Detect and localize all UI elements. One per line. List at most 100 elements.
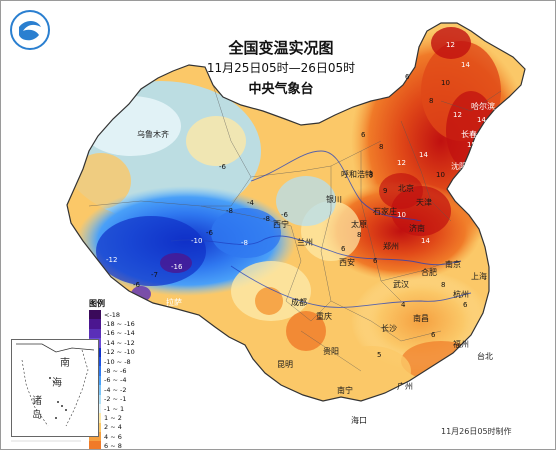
city-label-taipei: 台北 [477, 352, 493, 361]
rivers [170, 150, 472, 308]
legend-label: -8 ~ -6 [104, 367, 127, 376]
station-value: 6 [431, 331, 436, 339]
inset-map-icon [16, 343, 95, 427]
legend-swatch [89, 310, 101, 320]
city-label-chongqing: 重庆 [316, 312, 332, 321]
map-title: 全国变温实况图 [228, 39, 334, 57]
station-value: -6 [133, 281, 140, 289]
city-label-chengdu: 成都 [291, 298, 307, 307]
china-border [66, 22, 526, 402]
station-value: 8 [357, 231, 362, 239]
inset-label-hai: 海 [52, 378, 62, 389]
station-value: 8 [379, 143, 384, 151]
legend-label: -10 ~ -8 [104, 357, 131, 366]
city-label-kunming: 昆明 [277, 360, 293, 369]
station-value: -10 [191, 237, 203, 245]
station-value: 12 [397, 159, 406, 167]
city-label-lanzhou: 兰州 [297, 238, 313, 247]
inset-label-nan: 南 [60, 358, 70, 369]
station-value: -6 [219, 163, 226, 171]
city-label-changsha: 长沙 [381, 324, 397, 333]
station-value: 14 [477, 116, 486, 124]
legend-label: 2 ~ 4 [104, 423, 122, 432]
station-value: 5 [377, 351, 382, 359]
city-label-zhengzhou: 郑州 [383, 242, 399, 251]
city-label-hefei: 合肥 [421, 268, 437, 277]
map-subtitle: 11月25日05时—26日05时 [206, 61, 356, 75]
city-label-yinchuan: 银川 [326, 195, 342, 204]
city-label-nanchang: 南昌 [413, 314, 429, 323]
city-label-hohhot: 呼和浩特 [341, 170, 373, 179]
city-label-haikou: 海口 [351, 416, 367, 425]
station-value: 10 [436, 171, 445, 179]
city-label-changchun: 长春 [461, 130, 477, 139]
legend-swatch [89, 328, 101, 339]
station-value: 6 [463, 301, 468, 309]
station-value: 6 [361, 131, 366, 139]
station-value: 6 [405, 73, 410, 81]
city-label-urumqi: 乌鲁木齐 [137, 130, 169, 139]
legend-title: 图例 [89, 299, 105, 308]
inset-label-zhu: 诸 [32, 396, 42, 407]
legend-label: -16 ~ -14 [104, 329, 135, 338]
legend-label: -14 ~ -12 [104, 338, 135, 347]
city-label-xining: 西宁 [273, 220, 289, 229]
legend-item: -18 ~ -16 [89, 319, 141, 329]
legend-swatch [89, 441, 101, 449]
station-value: 8 [429, 97, 434, 105]
city-label-hangzhou: 杭州 [453, 290, 469, 299]
station-value: 10 [397, 211, 406, 219]
station-value: 4 [401, 301, 406, 309]
station-value: -8 [241, 239, 248, 247]
station-value: -8 [226, 207, 233, 215]
legend-label: 1 ~ 2 [104, 413, 122, 422]
meteorological-logo-icon [10, 10, 50, 50]
station-value: 8 [441, 281, 446, 289]
city-label-beijing: 北京 [398, 184, 414, 193]
city-label-taiyuan: 太原 [351, 220, 367, 229]
station-value: 15 [467, 141, 476, 149]
province-boundaries [88, 84, 502, 372]
city-label-shijiazhuang: 石家庄 [373, 207, 397, 216]
station-value: 12 [453, 111, 462, 119]
station-value: 8 [369, 171, 374, 179]
station-value: -4 [247, 199, 254, 207]
legend-item: 6 ~ 8 [89, 441, 141, 450]
legend-label: -1 ~ 1 [104, 404, 125, 413]
city-label-guangzhou: 广州 [397, 382, 413, 391]
legend-item: <-18 [89, 310, 141, 320]
station-value: 14 [461, 61, 470, 69]
legend-swatch [89, 319, 101, 329]
legend-label: -6 ~ -4 [104, 376, 127, 385]
city-label-shanghai: 上海 [471, 272, 487, 281]
city-label-harbin: 哈尔滨 [471, 102, 495, 111]
legend-label: -4 ~ -2 [104, 385, 127, 394]
city-label-nanning: 南宁 [337, 386, 353, 395]
station-value: 9 [383, 187, 388, 195]
station-value: 6 [373, 257, 378, 265]
station-value: -16 [171, 263, 183, 271]
station-value: 14 [419, 151, 428, 159]
legend-label: 6 ~ 8 [104, 442, 122, 450]
legend-item: -16 ~ -14 [89, 328, 141, 339]
station-value: -6 [281, 211, 288, 219]
legend-label: -2 ~ -1 [104, 395, 127, 404]
legend-label: -12 ~ -10 [104, 348, 135, 357]
station-value: 10 [441, 79, 450, 87]
map-agency: 中央气象台 [248, 82, 314, 97]
city-label-tianjin: 天津 [416, 198, 432, 207]
legend-label: <-18 [104, 310, 121, 319]
station-value: -12 [106, 256, 118, 264]
city-label-lhasa: 拉萨 [166, 298, 182, 307]
station-value: 6 [341, 245, 346, 253]
station-value: -7 [151, 271, 158, 279]
legend-label: 4 ~ 6 [104, 432, 122, 441]
station-value: -6 [206, 229, 213, 237]
city-label-xian: 西安 [339, 258, 355, 267]
city-label-nanjing: 南京 [445, 260, 461, 269]
inset-label-dao: 岛 [32, 410, 42, 421]
south-china-sea-inset: 南 海 诸 岛 [11, 339, 99, 437]
station-value: -8 [263, 215, 270, 223]
city-label-guiyang: 贵阳 [323, 347, 339, 356]
